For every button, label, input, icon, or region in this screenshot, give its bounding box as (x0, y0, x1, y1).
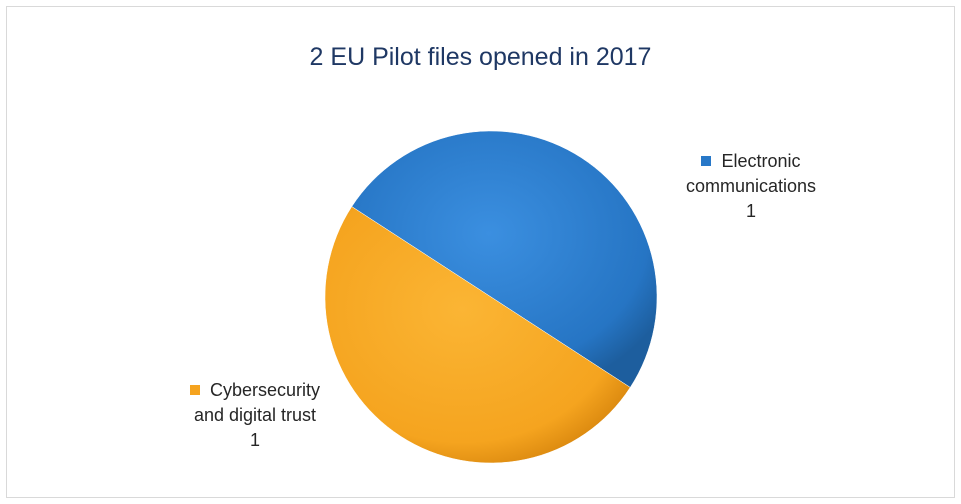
data-label-value: 1 (249, 430, 260, 450)
data-label-line-1: Cybersecurity (140, 378, 370, 403)
data-label-electronic-communications: Electronic communications 1 (636, 149, 866, 224)
data-label-value: 1 (745, 201, 756, 221)
data-label-line-2: and digital trust (193, 405, 317, 425)
pie-slice-cybersecurity (324, 206, 631, 464)
chart-title: 2 EU Pilot files opened in 2017 (309, 43, 652, 71)
pie-slices (324, 130, 658, 464)
data-label-line-1: Electronic (636, 149, 866, 174)
legend-key-electronic-communications (701, 156, 712, 167)
data-label-cybersecurity: Cybersecurity and digital trust 1 (140, 378, 370, 453)
data-label-line-2: communications (685, 176, 817, 196)
legend-key-cybersecurity (189, 385, 200, 396)
pie-slice-electronic-communications (351, 130, 658, 388)
